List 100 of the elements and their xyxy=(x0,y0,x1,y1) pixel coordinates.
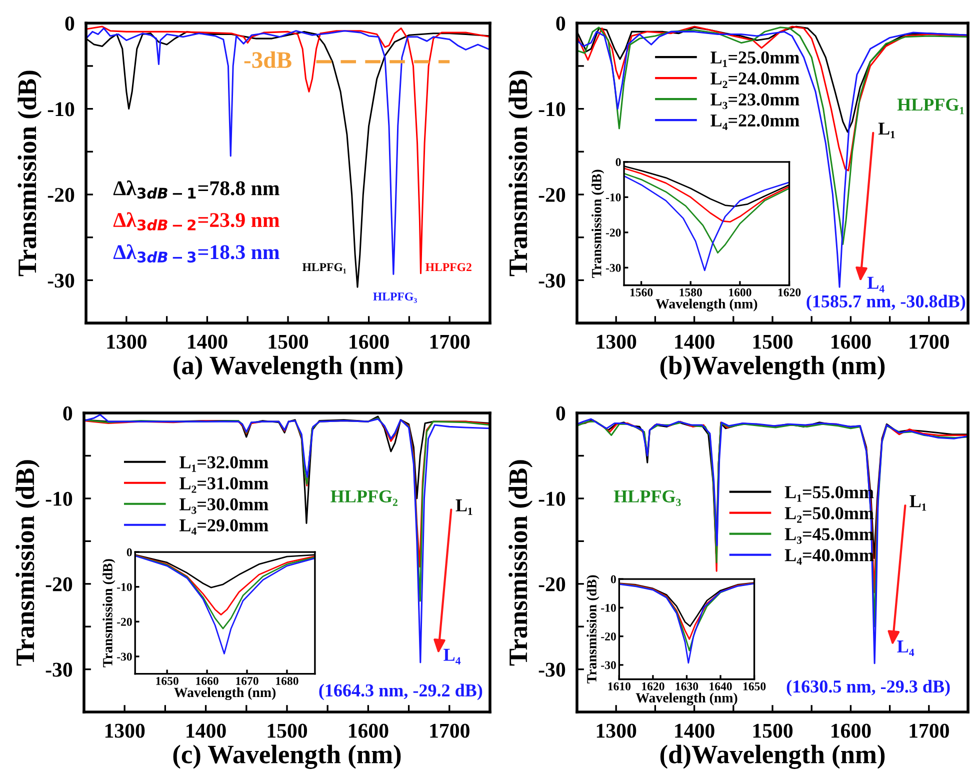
x-tick-label: 1600 xyxy=(349,724,388,738)
y-tick-label: -10 xyxy=(48,102,74,116)
y-tick-label: -20 xyxy=(46,577,72,592)
y-tick-label: 0 xyxy=(65,16,74,31)
x-tick-label: 1580 xyxy=(680,288,702,296)
annotation: Δλ$_{3dB−2}$=23.9 nm xyxy=(113,212,280,230)
y-tick-label: -10 xyxy=(538,492,566,506)
y-tick-label: 0 xyxy=(126,548,132,556)
y-tick-label: -20 xyxy=(538,577,566,592)
x-axis-title: (a) Wavelength (nm) xyxy=(174,356,402,380)
annotation: (1585.7 nm, -30.8dB) xyxy=(806,294,966,312)
x-tick-label: 1600 xyxy=(729,288,752,296)
legend-label: L₂=24.0mm xyxy=(710,72,800,88)
y-axis-title: Transmission (dB) xyxy=(18,70,42,276)
x-tick-label: 1500 xyxy=(753,334,793,349)
x-tick-label: 1640 xyxy=(710,682,732,690)
y-axis-title: Transmission (dB) xyxy=(592,170,604,278)
annotation: (1664.3 nm, -29.2 dB) xyxy=(319,684,482,700)
y-tick-label: -20 xyxy=(117,618,132,626)
x-tick-label: 1300 xyxy=(107,334,146,349)
y-tick-label: -10 xyxy=(606,193,621,202)
x-axis-title: Wavelength (nm) xyxy=(656,298,758,312)
annotation: HLPFG₁ xyxy=(302,263,346,274)
annotation: Δλ$_{3dB−3}$=18.3 nm xyxy=(113,244,280,263)
x-tick-label: 1300 xyxy=(596,724,636,738)
x-tick-label: 1660 xyxy=(196,676,218,685)
x-tick-label: 1680 xyxy=(276,676,298,685)
annotation: HLPFG₃ xyxy=(614,490,681,506)
x-axis-title: (c) Wavelength (nm) xyxy=(173,744,401,769)
x-tick-label: 1700 xyxy=(430,724,470,738)
line-series xyxy=(619,582,754,652)
x-tick-label: 1500 xyxy=(753,724,793,738)
x-axis-title: Wavelength (nm) xyxy=(636,692,738,706)
x-tick-label: 1400 xyxy=(186,724,226,738)
x-tick-label: 1620 xyxy=(778,288,801,296)
y-axis-title: Transmission (dB) xyxy=(508,70,533,276)
y-tick-label: -30 xyxy=(117,652,132,661)
x-tick-label: 1560 xyxy=(630,288,653,296)
x-tick-label: 1400 xyxy=(675,334,714,349)
y-tick-label: -20 xyxy=(48,188,74,202)
legend-label: L₁=32.0mm xyxy=(180,456,268,472)
line-series xyxy=(624,168,790,223)
x-tick-label: 1400 xyxy=(188,334,228,349)
y-tick-label: -10 xyxy=(117,583,132,592)
x-tick-label: 1600 xyxy=(832,334,871,349)
annotation: L₁ xyxy=(456,499,472,515)
y-tick-label: -10 xyxy=(538,102,566,116)
y-tick-label: -30 xyxy=(538,274,566,288)
annotation: L₄ xyxy=(867,276,884,292)
legend-label: L₃=30.0mm xyxy=(180,498,268,514)
y-tick-label: -30 xyxy=(538,662,566,677)
annotation: HLPFG₁ xyxy=(897,98,964,114)
line-series xyxy=(624,175,790,272)
annotation: L₁ xyxy=(910,495,926,511)
x-axis-title: (b)Wavelength (nm) xyxy=(660,356,885,380)
x-tick-label: 1400 xyxy=(675,724,714,738)
legend-label: L₃=23.0mm xyxy=(710,93,800,110)
line-series xyxy=(624,172,790,254)
annotation: L₄ xyxy=(444,648,461,664)
x-axis-title: Wavelength (nm) xyxy=(174,687,276,700)
x-tick-label: 1650 xyxy=(156,676,178,685)
y-axis-title: Transmission (dB) xyxy=(102,559,116,668)
annotation: HLPFG₃ xyxy=(373,292,417,303)
annotation: -3dB xyxy=(244,51,292,68)
x-tick-label: 1300 xyxy=(596,334,636,349)
line-series xyxy=(619,582,754,664)
annotation: HLPFG2 xyxy=(426,263,472,272)
annotation: HLPFG₂ xyxy=(330,490,398,506)
legend-label: L₄=22.0mm xyxy=(710,114,800,130)
y-tick-label: 0 xyxy=(556,406,566,420)
legend-label: L₄=29.0mm xyxy=(180,519,268,535)
x-tick-label: 1300 xyxy=(105,724,145,738)
legend-label: L₂=31.0mm xyxy=(180,477,268,493)
y-tick-label: 0 xyxy=(63,406,72,420)
x-tick-label: 1630 xyxy=(676,682,698,690)
x-tick-label: 1670 xyxy=(236,676,258,685)
x-tick-label: 1620 xyxy=(642,682,664,690)
y-tick-label: -10 xyxy=(46,492,72,506)
x-axis-title: (d)Wavelength (nm) xyxy=(660,744,885,769)
x-tick-label: 1700 xyxy=(910,334,949,349)
annotation: L₁ xyxy=(878,122,895,138)
annotation: Δλ$_{3dB−1}$=78.8 nm xyxy=(113,180,280,199)
x-tick-label: 1500 xyxy=(268,334,308,349)
x-tick-label: 1650 xyxy=(743,682,766,690)
y-tick-label: -30 xyxy=(46,662,72,677)
x-tick-label: 1700 xyxy=(430,334,470,349)
y-axis-title: Transmission (dB) xyxy=(508,460,533,666)
annotation: L₄ xyxy=(897,640,914,656)
y-tick-label: -30 xyxy=(601,661,616,670)
x-tick-label: 1500 xyxy=(268,724,308,738)
line-series xyxy=(619,582,754,640)
y-tick-label: -20 xyxy=(601,632,616,641)
y-tick-label: -30 xyxy=(606,264,621,272)
y-tick-label: -10 xyxy=(601,604,616,612)
x-tick-label: 1600 xyxy=(832,724,871,738)
legend-label: L₁=25.0mm xyxy=(710,51,800,68)
y-tick-label: -30 xyxy=(48,274,74,288)
y-axis-title: Transmission (dB) xyxy=(586,575,600,684)
x-tick-label: 1700 xyxy=(910,724,949,738)
y-tick-label: -20 xyxy=(538,188,566,202)
